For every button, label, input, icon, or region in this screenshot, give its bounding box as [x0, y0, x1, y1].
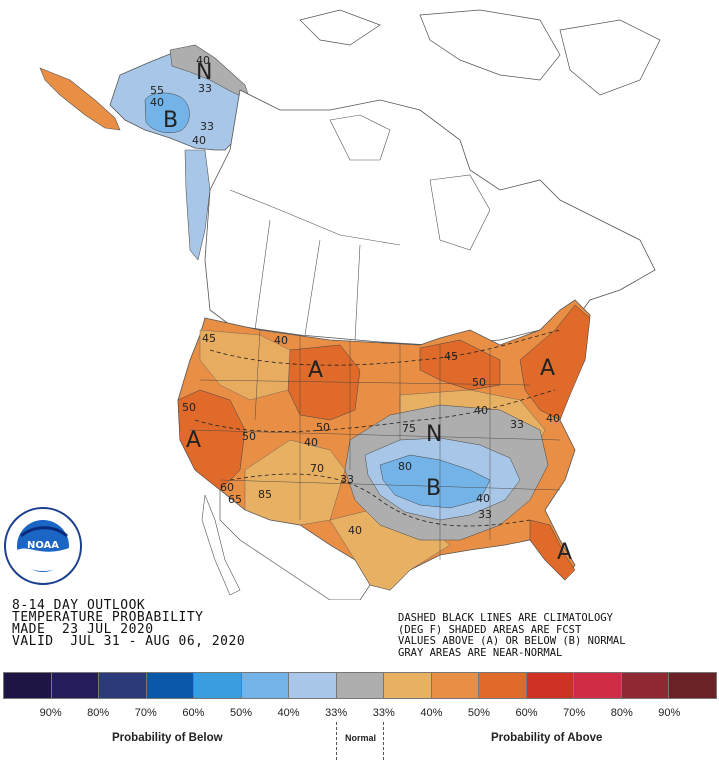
contour-value: 80	[398, 460, 412, 473]
contour-value: 40	[196, 54, 210, 67]
legend-tick-label: 50%	[229, 707, 252, 719]
probability-above-caption: Probability of Above	[491, 732, 603, 744]
contour-value: 33	[200, 120, 214, 133]
contour-value: 65	[228, 493, 242, 506]
probability-legend-bar	[3, 672, 717, 699]
contour-value: 33	[478, 508, 492, 521]
contour-value: 40	[546, 412, 560, 425]
legend-tick-label: 80%	[87, 707, 110, 719]
contour-value: 50	[242, 430, 256, 443]
legend-swatch	[431, 673, 480, 698]
northeast-above-label: A	[540, 356, 556, 381]
legend-tick-label: 40%	[277, 707, 300, 719]
contour-value: 40	[150, 96, 164, 109]
contour-value: 33	[198, 82, 212, 95]
legend-swatch	[241, 673, 290, 698]
contour-value: 45	[202, 332, 216, 345]
contour-value: 40	[274, 334, 288, 347]
contour-value: 50	[182, 401, 196, 414]
contour-value: 40	[304, 436, 318, 449]
contour-value: 40	[348, 524, 362, 537]
conus-region	[177, 299, 591, 591]
legend-swatch	[669, 673, 716, 698]
legend-tick-label: 50%	[467, 707, 490, 719]
contour-value: 33	[510, 418, 524, 431]
note-line4: GRAY AREAS ARE NEAR-NORMAL	[398, 646, 563, 659]
legend-tick-label: 33%	[372, 707, 395, 719]
legend-tick-label: 90%	[658, 707, 681, 719]
legend-tick-label: 70%	[134, 707, 157, 719]
outlook-title-line2: TEMPERATURE PROBABILITY	[12, 610, 204, 625]
contour-value: 40	[476, 492, 490, 505]
legend-swatch	[146, 673, 195, 698]
legend-tick-label: 80%	[610, 707, 633, 719]
legend-swatch	[574, 673, 622, 698]
legend-tick-spacer	[3, 707, 27, 719]
contour-value: 85	[258, 488, 272, 501]
legend-swatch	[526, 673, 575, 698]
plains-above-label: A	[308, 358, 324, 383]
normal-caption: Normal	[345, 733, 377, 743]
alaska-below-label: B	[163, 108, 179, 133]
outlook-valid-range: VALID JUL 31 - AUG 06, 2020	[12, 634, 246, 649]
legend-tick-label: 90%	[39, 707, 62, 719]
legend-swatch	[289, 673, 337, 698]
note-line2: (DEG F) SHADED AREAS ARE FCST	[398, 623, 582, 636]
probability-legend-ticks: 90% 80% 70% 60% 50% 40% 33% 33% 40% 50% 60% 70% 80% 9…	[3, 707, 717, 719]
central-normal-label: N	[426, 422, 443, 447]
legend-swatch	[51, 673, 100, 698]
note-line3: VALUES ABOVE (A) OR BELOW (B) NORMAL	[398, 635, 626, 647]
noaa-logo-text: NOAA	[27, 540, 59, 551]
legend-tick-spacer	[693, 707, 717, 719]
probability-below-caption: Probability of Below	[112, 732, 223, 744]
legend-tick-label: 60%	[515, 707, 538, 719]
legend-swatch	[621, 673, 670, 698]
contour-value: 40	[192, 134, 206, 147]
legend-tick-label: 70%	[563, 707, 586, 719]
legend-swatch	[4, 673, 52, 698]
contour-value: 33	[340, 473, 354, 486]
florida-above-label: A	[557, 540, 573, 565]
central-below-label: B	[426, 476, 442, 501]
noaa-logo: NOAA	[4, 507, 82, 585]
mexico-region	[201, 489, 371, 600]
map-notes: DASHED BLACK LINES ARE CLIMATOLOGY (DEG …	[398, 612, 626, 659]
outlook-made-date: MADE 23 JUL 2020	[12, 622, 154, 637]
legend-tick-label: 33%	[325, 707, 348, 719]
contour-value: 60	[220, 481, 234, 494]
west-above-label: A	[186, 428, 202, 453]
legend-tick-label: 40%	[420, 707, 443, 719]
canada-region	[204, 9, 661, 346]
contour-value: 40	[474, 404, 488, 417]
contour-value: 45	[444, 350, 458, 363]
contour-value: 50	[472, 376, 486, 389]
contour-value: 70	[310, 462, 324, 475]
alaska-region	[39, 44, 251, 261]
legend-swatch	[336, 673, 385, 698]
alaska-normal-label: N	[196, 60, 213, 85]
outlook-title-block: 8-14 DAY OUTLOOK TEMPERATURE PROBABILITY…	[12, 598, 246, 649]
contour-value: 50	[316, 421, 330, 434]
legend-tick-label: 60%	[182, 707, 205, 719]
note-line1: DASHED BLACK LINES ARE CLIMATOLOGY	[398, 612, 613, 624]
legend-swatch	[384, 673, 432, 698]
contour-value: 55	[150, 84, 164, 97]
legend-swatch	[99, 673, 147, 698]
contour-value: 75	[402, 422, 416, 435]
temperature-outlook-map	[39, 9, 661, 600]
outlook-title-line1: 8-14 DAY OUTLOOK	[12, 598, 146, 613]
legend-swatch	[194, 673, 242, 698]
legend-swatch	[479, 673, 527, 698]
normal-divider	[336, 722, 384, 760]
